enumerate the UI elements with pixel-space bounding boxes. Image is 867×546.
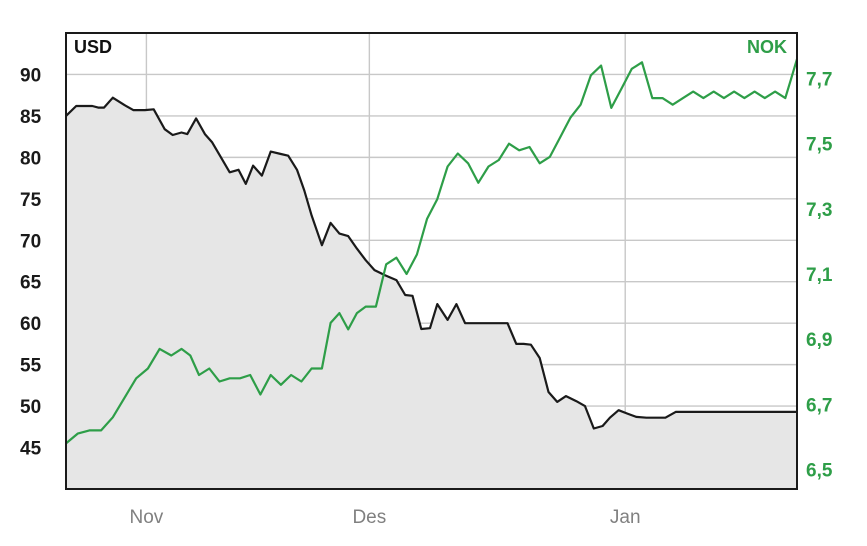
right-axis-tick-label: 7,1 — [806, 265, 833, 286]
left-axis-tick-label: 45 — [20, 439, 42, 460]
right-axis-unit-label: NOK — [747, 37, 787, 57]
right-axis-tick-label: 7,5 — [806, 135, 833, 156]
right-axis-tick-label: 7,3 — [806, 200, 832, 221]
plot-frame — [65, 32, 798, 490]
x-axis-ticks: Nov Des Jan — [130, 507, 641, 528]
left-axis-tick-label: 80 — [20, 148, 41, 169]
right-axis-tick-label: 6,5 — [806, 460, 833, 481]
nok-series-line — [65, 58, 799, 445]
usd-series-line — [65, 96, 797, 430]
right-axis-ticks: 6,5 6,7 6,9 7,1 7,3 7,5 7,7 — [806, 70, 833, 482]
x-axis-tick-label: Jan — [610, 507, 641, 528]
right-axis-tick-label: 7,7 — [806, 70, 832, 91]
left-axis-tick-label: 90 — [20, 65, 41, 86]
left-axis-tick-label: 75 — [20, 190, 42, 211]
right-axis-tick-label: 6,7 — [806, 395, 832, 416]
left-axis-tick-label: 70 — [20, 231, 41, 252]
left-axis-unit-label: USD — [74, 37, 112, 57]
left-axis-tick-label: 60 — [20, 314, 41, 335]
right-axis-tick-label: 6,9 — [806, 330, 832, 351]
left-axis-tick-label: 55 — [20, 356, 42, 377]
usd-area-fill — [66, 97, 797, 489]
x-axis-tick-label: Des — [352, 507, 386, 528]
left-axis-tick-label: 50 — [20, 397, 41, 418]
left-axis-tick-label: 85 — [20, 107, 42, 128]
left-axis-ticks: 45 50 55 60 65 70 75 80 85 90 — [20, 65, 42, 459]
x-axis-tick-label: Nov — [130, 507, 164, 528]
left-axis-tick-label: 65 — [20, 273, 42, 294]
